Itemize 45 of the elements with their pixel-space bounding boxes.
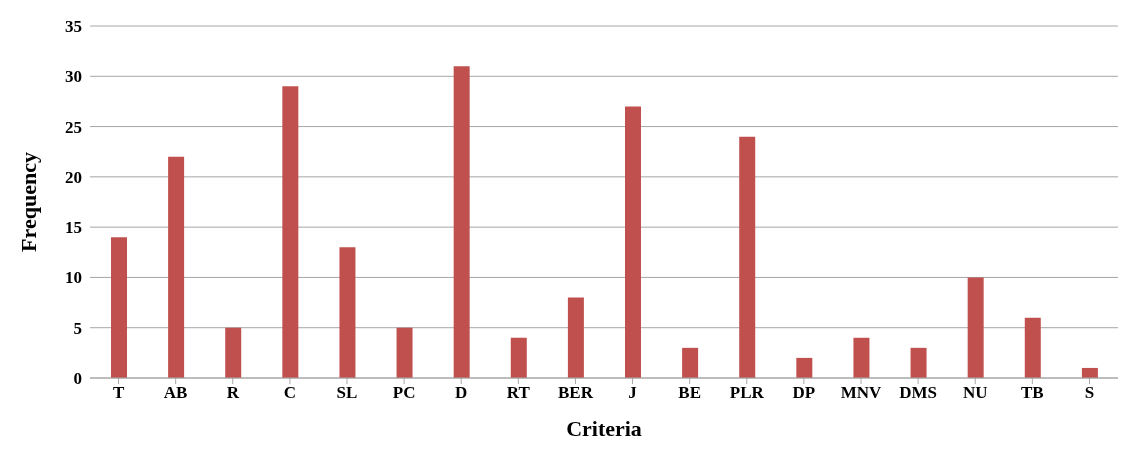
bar <box>453 66 470 378</box>
x-tick-label: AB <box>163 383 188 403</box>
x-tick-label: MNV <box>840 383 883 403</box>
bar <box>625 106 641 378</box>
y-tick-label: 20 <box>65 167 82 187</box>
bar <box>796 357 813 378</box>
x-tick-label: SL <box>336 383 358 403</box>
bar <box>910 347 927 378</box>
bar <box>1024 317 1041 378</box>
x-tick-label: BE <box>678 383 702 403</box>
bar <box>111 237 127 378</box>
y-tick-label: 5 <box>73 318 82 338</box>
bar <box>853 337 870 378</box>
bar <box>282 86 299 378</box>
bar <box>339 247 356 378</box>
x-tick-label: BER <box>557 383 594 403</box>
x-tick-label: C <box>283 383 297 403</box>
y-axis-title: Frequency <box>15 152 41 252</box>
bar <box>168 156 185 378</box>
x-tick-label: J <box>628 383 638 403</box>
bar <box>682 347 699 378</box>
bar <box>396 327 413 378</box>
y-tick-label: 25 <box>65 117 82 137</box>
x-tick-label: D <box>455 383 468 403</box>
x-tick-label: DP <box>792 383 816 403</box>
bar <box>567 297 584 378</box>
y-tick-label: 15 <box>65 218 82 238</box>
y-tick-label: 10 <box>65 268 82 288</box>
bar <box>967 277 984 378</box>
x-axis-title: Criteria <box>566 416 642 441</box>
bar <box>225 327 242 378</box>
y-tick-label: 0 <box>73 369 82 389</box>
x-tick-label: DMS <box>899 383 937 403</box>
bar <box>510 337 527 378</box>
y-tick-label: 35 <box>65 17 82 37</box>
x-tick-label: RT <box>506 383 531 403</box>
bar <box>739 136 756 378</box>
x-tick-label: PC <box>392 383 416 403</box>
x-tick-label: S <box>1084 383 1095 403</box>
x-tick-label: NU <box>962 383 988 403</box>
y-tick-label: 30 <box>65 67 82 87</box>
x-tick-label: R <box>226 383 240 403</box>
x-tick-label: PLR <box>729 383 765 403</box>
x-tick-label: TB <box>1020 383 1044 403</box>
x-tick-label: T <box>112 383 125 403</box>
